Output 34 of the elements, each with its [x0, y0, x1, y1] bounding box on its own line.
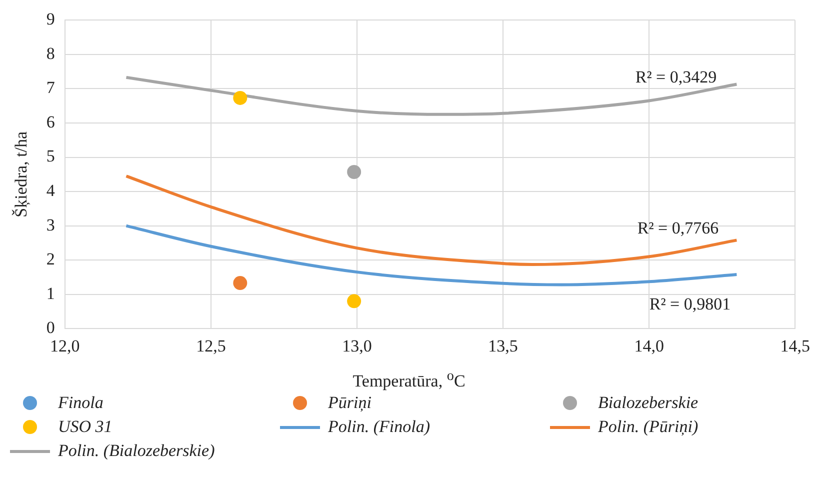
- legend-label: Finola: [58, 393, 104, 413]
- legend-label: Polin. (Finola): [328, 417, 430, 437]
- y-tick-label: 0: [46, 318, 55, 338]
- point: [347, 165, 362, 179]
- y-tick-label: 4: [46, 181, 56, 200]
- legend-label: USO 31: [58, 417, 112, 437]
- y-tick-label: 1: [46, 284, 55, 303]
- y-tick-label: 9: [46, 10, 55, 29]
- annotation: R² = 0,9801: [649, 294, 731, 314]
- y-tick-label: 7: [46, 78, 56, 98]
- x-tick-label: 14,5: [780, 336, 810, 356]
- y-axis-title: Šķiedra, t/ha: [12, 130, 31, 218]
- x-tick-label: 14,0: [634, 336, 664, 356]
- y-tick-label: 3: [46, 215, 55, 234]
- point: [347, 294, 362, 308]
- annotation: R² = 0,3429: [635, 67, 717, 86]
- legend-label: Polin. (Bialozeberskie): [58, 441, 215, 461]
- x-tick-label: 12,5: [196, 336, 226, 356]
- legend-label: Polin. (Pūriņi): [598, 417, 698, 437]
- y-tick-label: 2: [46, 250, 55, 269]
- x-axis-title: Temperatūra, $^{o}$C: [352, 368, 466, 392]
- x-tick-label: 13,5: [488, 336, 518, 356]
- line-series: [124, 174, 738, 266]
- y-tick-label: 8: [46, 44, 55, 63]
- y-tick-label: 5: [46, 146, 55, 166]
- legend-label: Pūriņi: [328, 393, 372, 413]
- legend-label: Bialozeberskie: [598, 393, 698, 413]
- point: [233, 276, 248, 290]
- x-tick-label: 13,0: [342, 336, 372, 356]
- x-tick-label: 12,0: [50, 336, 80, 356]
- line-series: [124, 224, 738, 286]
- y-tick-label: 6: [46, 112, 55, 132]
- annotation: R² = 0,7766: [637, 218, 719, 238]
- point: [233, 90, 248, 105]
